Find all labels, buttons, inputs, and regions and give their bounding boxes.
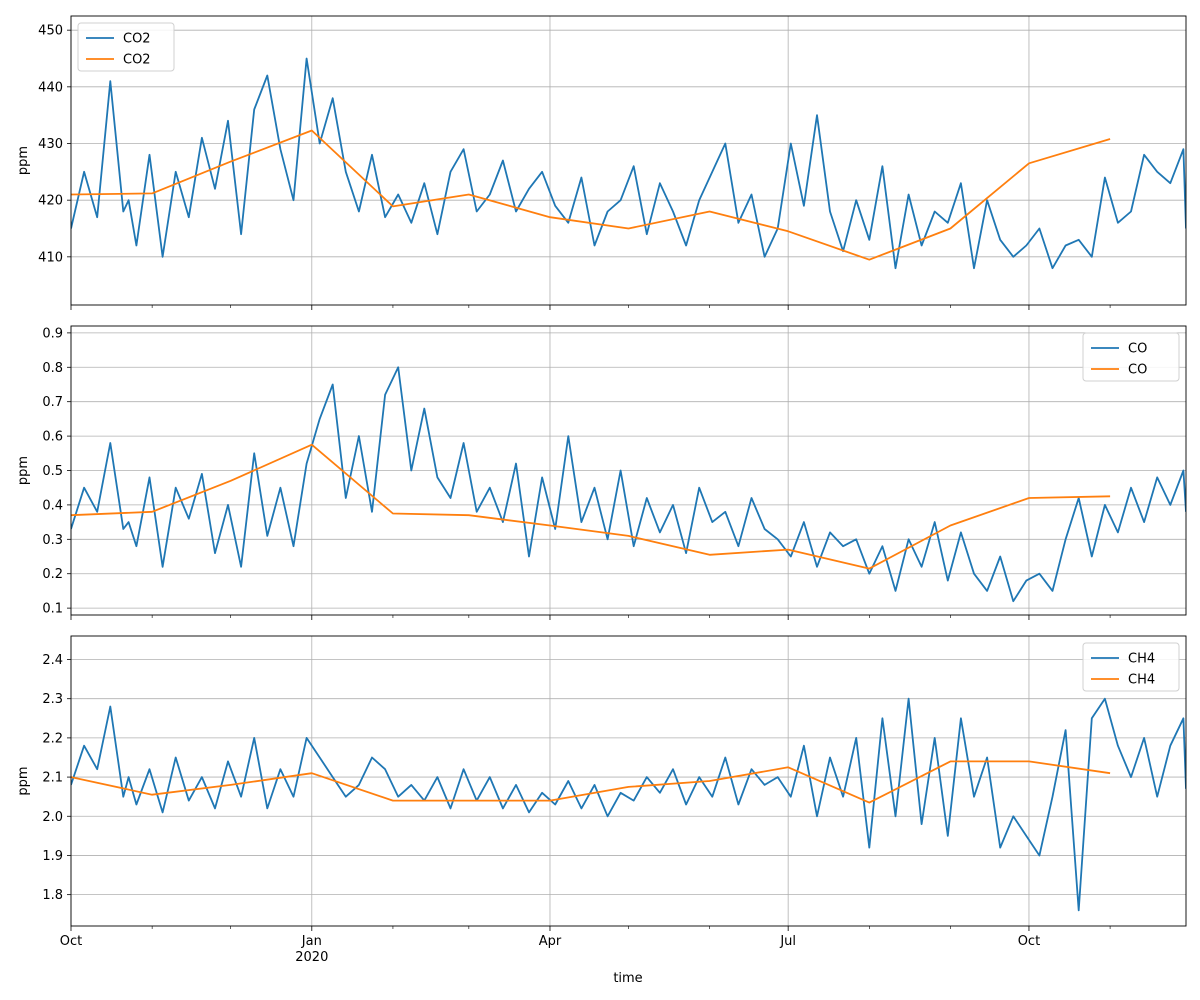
x-tick-label: Apr xyxy=(539,934,562,949)
co-panel: 0.1 0.2 0.3 0.4 0.5 0.6 0.7 0.8 0.9 ppm CO CO xyxy=(16,325,1187,620)
y-tick-label: 0.8 xyxy=(42,361,63,376)
y-tick-label: 430 xyxy=(38,137,63,152)
y-tick-label: 2.3 xyxy=(42,692,63,707)
series-line-co2-daily xyxy=(71,57,1186,270)
x-tick-label: Oct xyxy=(60,934,82,949)
y-tick-label: 0.9 xyxy=(42,326,63,341)
y-tick-label: 0.4 xyxy=(42,498,63,513)
x-tick-sublabel: 2020 xyxy=(295,950,328,965)
legend-label: CO2 xyxy=(123,32,151,47)
series-line-ch4-daily xyxy=(71,697,1186,912)
y-tick-label: 1.8 xyxy=(42,888,63,903)
series-line-co-monthly xyxy=(71,443,1111,570)
y-tick-label: 410 xyxy=(38,250,63,265)
x-tick-label: Jan xyxy=(301,934,322,949)
legend-label: CO xyxy=(1128,363,1147,378)
x-tick-label: Oct xyxy=(1018,934,1040,949)
y-tick-label: 2.1 xyxy=(42,771,63,786)
y-tick-label: 0.3 xyxy=(42,533,63,548)
legend-label: CO2 xyxy=(123,53,151,68)
y-tick-label: 2.0 xyxy=(42,810,63,825)
series-group xyxy=(71,57,1186,270)
legend-label: CO xyxy=(1128,342,1147,357)
x-tick-label: Jul xyxy=(779,934,796,949)
y-axis-label: ppm xyxy=(16,146,31,175)
y-tick-label: 0.6 xyxy=(42,430,63,445)
y-tick-label: 420 xyxy=(38,194,63,209)
legend-label: CH4 xyxy=(1128,652,1155,667)
series-line-co-daily xyxy=(71,366,1186,603)
axes-frame xyxy=(70,15,1187,306)
legend: CO CO xyxy=(1082,332,1180,382)
series-group xyxy=(71,697,1186,912)
y-tick-label: 0.5 xyxy=(42,464,63,479)
y-tick-label: 0.7 xyxy=(42,395,63,410)
series-line-ch4-monthly xyxy=(71,760,1111,804)
x-axis-label: time xyxy=(613,971,642,986)
y-tick-label: 450 xyxy=(38,24,63,39)
y-tick-label: 2.4 xyxy=(42,653,63,668)
y-tick-label: 2.2 xyxy=(42,731,63,746)
legend-label: CH4 xyxy=(1128,673,1155,688)
y-tick-label: 0.2 xyxy=(42,567,63,582)
y-tick-label: 0.1 xyxy=(42,602,63,617)
series-line-co2-monthly xyxy=(71,129,1111,261)
y-tick-label: 1.9 xyxy=(42,849,63,864)
y-axis-label: ppm xyxy=(16,766,31,795)
y-tick-label: 440 xyxy=(38,80,63,95)
series-group xyxy=(71,366,1186,603)
y-axis-label: ppm xyxy=(16,456,31,485)
axes-frame xyxy=(70,325,1187,616)
axes-frame xyxy=(70,635,1187,927)
